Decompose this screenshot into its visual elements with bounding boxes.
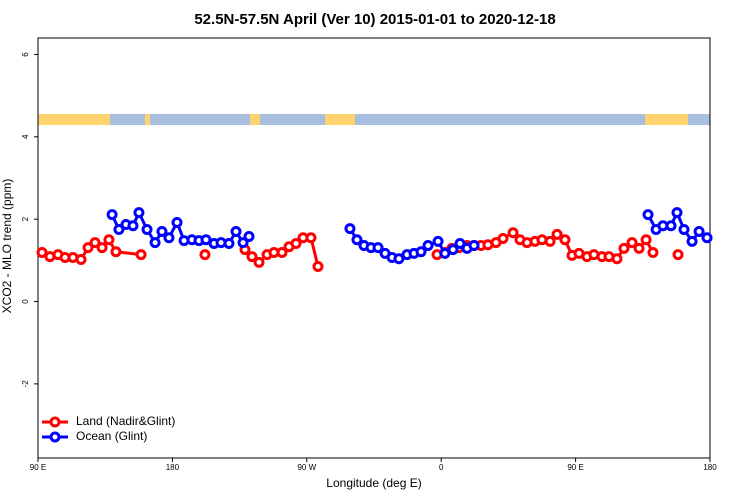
chart-title: 52.5N-57.5N April (Ver 10) 2015-01-01 to… bbox=[194, 11, 555, 28]
legend-label: Land (Nadir&Glint) bbox=[76, 414, 175, 428]
point bbox=[133, 207, 145, 219]
point bbox=[640, 234, 652, 246]
point bbox=[312, 261, 324, 273]
point bbox=[135, 249, 147, 261]
x-tick-label: 180 bbox=[703, 463, 717, 472]
point bbox=[551, 228, 563, 240]
x-tick-label: 90 E bbox=[30, 463, 46, 472]
y-tick-label: 4 bbox=[21, 134, 30, 139]
point bbox=[276, 247, 288, 259]
point bbox=[611, 253, 623, 265]
point bbox=[544, 235, 556, 247]
point bbox=[223, 237, 235, 249]
point bbox=[497, 233, 509, 245]
x-tick-label: 90 W bbox=[297, 463, 316, 472]
point bbox=[507, 227, 519, 239]
x-tick-label: 90 E bbox=[567, 463, 583, 472]
point bbox=[89, 237, 101, 249]
point bbox=[36, 247, 48, 259]
point bbox=[351, 234, 363, 246]
point bbox=[149, 237, 161, 249]
plot-frame bbox=[37, 37, 711, 459]
point bbox=[127, 220, 139, 232]
point bbox=[113, 223, 125, 235]
point bbox=[422, 240, 434, 252]
point bbox=[393, 253, 405, 265]
point bbox=[253, 256, 265, 268]
x-tick-label: 0 bbox=[439, 463, 444, 472]
point bbox=[82, 242, 94, 254]
y-axis-label: XCO2 - MLO trend (ppm) bbox=[0, 179, 14, 314]
legend-label: Ocean (Glint) bbox=[76, 429, 147, 443]
point bbox=[468, 240, 480, 252]
point bbox=[290, 237, 302, 249]
point bbox=[642, 209, 654, 221]
point bbox=[106, 209, 118, 221]
point bbox=[344, 223, 356, 235]
y-tick-label: -2 bbox=[21, 380, 30, 388]
point bbox=[432, 235, 444, 247]
point bbox=[559, 234, 571, 246]
y-tick-label: 0 bbox=[21, 299, 30, 304]
point bbox=[103, 234, 115, 246]
point bbox=[305, 232, 317, 244]
y-tick-label: 2 bbox=[21, 216, 30, 221]
y-tick-label: 6 bbox=[21, 52, 30, 57]
point bbox=[163, 232, 175, 244]
land-ocean-strip bbox=[38, 114, 710, 125]
point bbox=[647, 247, 659, 259]
point bbox=[372, 242, 384, 254]
point bbox=[633, 242, 645, 254]
point bbox=[454, 237, 466, 249]
x-tick-label: 180 bbox=[166, 463, 180, 472]
point bbox=[243, 230, 255, 242]
point bbox=[246, 251, 258, 263]
point bbox=[618, 242, 630, 254]
point bbox=[237, 237, 249, 249]
point bbox=[671, 207, 683, 219]
point bbox=[141, 223, 153, 235]
point bbox=[626, 237, 638, 249]
point bbox=[199, 249, 211, 261]
point bbox=[415, 246, 427, 258]
point bbox=[230, 226, 242, 238]
point bbox=[96, 242, 108, 254]
point bbox=[678, 223, 690, 235]
point bbox=[665, 220, 677, 232]
point bbox=[171, 216, 183, 228]
x-axis-label: Longitude (deg E) bbox=[326, 476, 421, 490]
point bbox=[156, 226, 168, 238]
point bbox=[672, 249, 684, 261]
legend-marker bbox=[49, 416, 61, 428]
point bbox=[75, 254, 87, 266]
point bbox=[701, 232, 713, 244]
legend-marker bbox=[49, 431, 61, 443]
point bbox=[693, 226, 705, 238]
point bbox=[447, 244, 459, 256]
point bbox=[686, 235, 698, 247]
point bbox=[110, 246, 122, 258]
